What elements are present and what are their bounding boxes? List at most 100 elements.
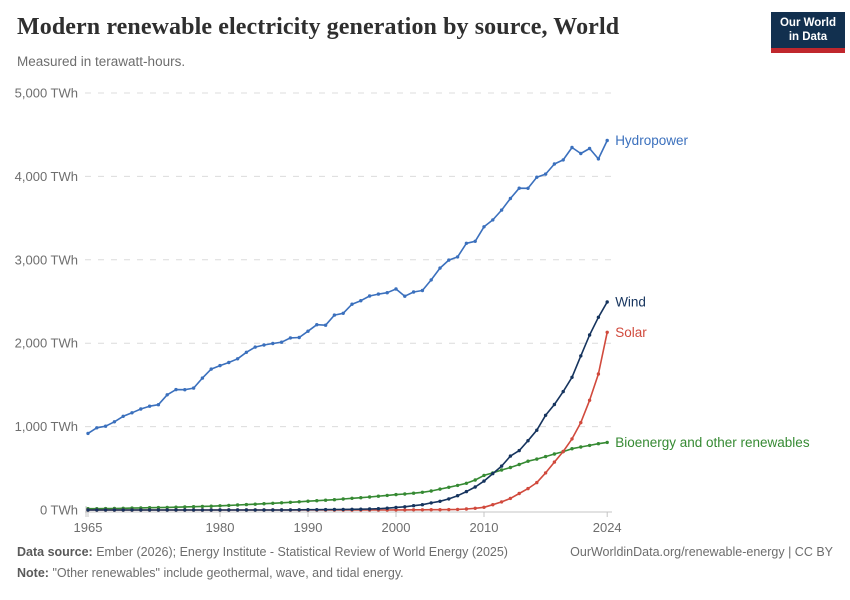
data-point <box>455 507 460 512</box>
data-point <box>429 501 433 505</box>
data-point <box>359 496 363 500</box>
data-point <box>297 500 301 504</box>
data-point <box>411 504 416 508</box>
data-point <box>253 508 257 512</box>
data-point <box>499 208 504 212</box>
data-point <box>429 508 433 512</box>
data-point <box>517 448 521 453</box>
data-point <box>473 506 477 510</box>
data-point <box>482 225 486 229</box>
data-point <box>271 508 275 512</box>
data-point <box>174 505 178 509</box>
data-point <box>438 508 442 512</box>
data-point <box>491 218 495 222</box>
data-point <box>306 329 310 333</box>
data-point <box>200 508 205 512</box>
series-solar[interactable]: Solar <box>86 325 647 512</box>
data-point <box>464 241 469 245</box>
data-point <box>526 459 530 463</box>
data-point <box>473 485 477 489</box>
data-point <box>543 172 548 176</box>
data-point <box>464 507 469 511</box>
data-point <box>191 508 196 512</box>
data-point <box>385 291 389 295</box>
data-point <box>447 507 451 512</box>
data-point <box>147 508 152 512</box>
owid-logo[interactable]: Our World in Data <box>770 12 845 53</box>
data-point <box>570 447 574 451</box>
data-point <box>579 420 583 425</box>
data-point <box>482 479 486 483</box>
data-point <box>323 323 328 327</box>
data-point <box>341 497 345 501</box>
data-point <box>367 294 372 298</box>
data-point <box>130 508 134 512</box>
series-wind[interactable]: Wind <box>86 295 646 512</box>
series-hydropower[interactable]: Hydropower <box>86 133 688 436</box>
data-point <box>376 292 381 296</box>
series-label-wind[interactable]: Wind <box>615 295 646 310</box>
data-point <box>244 502 249 507</box>
data-point <box>271 501 275 505</box>
data-point <box>218 508 222 512</box>
data-point <box>262 502 266 506</box>
data-point <box>271 341 275 346</box>
data-point <box>288 336 293 340</box>
data-point <box>341 507 345 512</box>
data-point <box>464 481 469 485</box>
data-point <box>403 492 407 496</box>
data-point <box>411 290 416 294</box>
data-point <box>288 508 293 512</box>
data-point <box>596 157 601 161</box>
data-point <box>587 443 592 448</box>
data-source-label: Data source: <box>17 545 93 559</box>
data-point <box>121 414 125 418</box>
data-point <box>86 431 90 436</box>
data-point <box>359 507 363 511</box>
x-tick-label: 1965 <box>74 520 103 535</box>
series-label-solar[interactable]: Solar <box>615 325 647 340</box>
series-label-hydropower[interactable]: Hydropower <box>615 133 688 148</box>
line-chart[interactable]: 0 TWh 1,000 TWh 2,000 TWh 3,000 TWh 4,000 TW… <box>0 80 850 545</box>
data-point <box>552 162 557 166</box>
data-point <box>279 508 284 512</box>
series-line-hydropower <box>87 140 608 435</box>
data-point <box>209 508 213 512</box>
data-point <box>200 376 205 380</box>
data-point <box>429 489 433 493</box>
owid-logo-line1: Our World <box>779 17 836 29</box>
data-point <box>499 468 504 472</box>
data-point <box>112 420 117 424</box>
data-point <box>420 508 425 512</box>
data-point <box>420 503 425 507</box>
data-point <box>605 300 609 304</box>
data-point <box>552 402 557 407</box>
data-point <box>579 151 583 156</box>
data-point <box>482 473 486 478</box>
y-tick-label: 2,000 TWh <box>15 336 78 351</box>
y-tick-label: 1,000 TWh <box>15 419 78 434</box>
data-point <box>420 288 425 293</box>
data-point <box>517 491 521 496</box>
data-point <box>350 507 354 511</box>
data-point <box>279 340 284 344</box>
x-tick-label: 1990 <box>294 520 323 535</box>
data-point <box>332 507 337 512</box>
data-point <box>174 508 178 512</box>
data-point <box>86 508 90 512</box>
data-point <box>420 490 425 494</box>
data-point <box>139 508 143 512</box>
series-line-wind <box>88 301 608 511</box>
data-point <box>244 350 249 354</box>
series-label-bioenergy-and-other-renewables[interactable]: Bioenergy and other renewables <box>615 435 810 450</box>
data-point <box>332 498 337 502</box>
data-point <box>508 465 513 470</box>
chart-footer: Data source: Ember (2026); Energy Instit… <box>17 545 833 581</box>
series-line-bioenergy-and-other-renewables <box>88 441 608 510</box>
data-point <box>394 492 398 497</box>
data-point <box>508 454 513 458</box>
data-point <box>174 387 178 392</box>
data-point <box>165 505 169 510</box>
owid-link[interactable]: OurWorldinData.org/renewable-energy | CC… <box>570 545 833 559</box>
